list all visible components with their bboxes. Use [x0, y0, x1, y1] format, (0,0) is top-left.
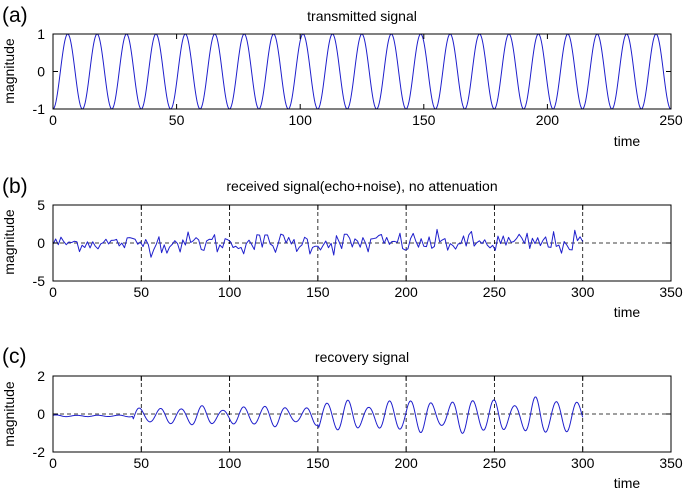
x-tick-label-350-b: 350 [659, 284, 683, 300]
chart-title-c: recovery signal [315, 349, 409, 365]
x-tick-label-200-a: 200 [536, 112, 560, 128]
x-tick-label-100-b: 100 [218, 284, 242, 300]
x-tick-label-50-b: 50 [133, 284, 149, 300]
panel-label-b: (b) [2, 175, 28, 198]
panel-label-c: (c) [2, 345, 27, 368]
chart-title-a: transmitted signal [307, 8, 417, 24]
x-tick-label-200-c: 200 [394, 455, 418, 471]
chart-title-b: received signal(echo+noise), no attenuat… [226, 178, 497, 194]
x-tick-label-300-c: 300 [571, 455, 595, 471]
series-line-0-b [52, 228, 584, 258]
x-tick-label-250-b: 250 [483, 284, 507, 300]
y-tick-label-0-b: 0 [37, 235, 45, 251]
series-line-0-a [52, 33, 672, 110]
series-line-0-c [52, 396, 584, 434]
x-tick-label-100-c: 100 [218, 455, 242, 471]
panel-a: (a) transmitted signal time magnitude 0 5… [1, 4, 683, 149]
y-tick-label--5-b: -5 [33, 273, 46, 289]
x-tick-label-150-a: 150 [412, 112, 436, 128]
y-tick-label-2-c: 2 [37, 368, 45, 384]
y-tick-label-1-a: 1 [37, 26, 45, 42]
x-tick-label-150-b: 150 [306, 284, 330, 300]
x-tick-label-100-a: 100 [289, 112, 313, 128]
x-axis-label-a: time [614, 133, 641, 149]
y-axis-label-c: magnitude [1, 381, 17, 447]
y-tick-label-0-a: 0 [37, 64, 45, 80]
panel-label-a: (a) [2, 4, 28, 27]
x-axis-label-c: time [614, 475, 641, 491]
x-tick-label-50-c: 50 [133, 455, 149, 471]
y-tick-label-5-b: 5 [37, 197, 45, 213]
x-tick-label-0-c: 0 [49, 455, 57, 471]
y-tick-label--2-c: -2 [33, 444, 46, 460]
x-tick-label-200-b: 200 [394, 284, 418, 300]
x-tick-label-0-b: 0 [49, 284, 57, 300]
x-tick-label-50-a: 50 [169, 112, 185, 128]
x-tick-label-150-c: 150 [306, 455, 330, 471]
x-tick-label-250-c: 250 [483, 455, 507, 471]
y-tick-label-0-c: 0 [37, 406, 45, 422]
x-tick-label-0-a: 0 [49, 112, 57, 128]
x-tick-label-300-b: 300 [571, 284, 595, 300]
panel-c: (c) recovery signal time magnitude 0 50 10… [1, 345, 683, 491]
y-axis-label-b: magnitude [1, 209, 17, 275]
panel-b: (b) received signal(echo+noise), no atte… [1, 175, 683, 320]
x-tick-label-250-a: 250 [659, 112, 683, 128]
x-tick-label-350-c: 350 [659, 455, 683, 471]
y-axis-label-a: magnitude [1, 38, 17, 104]
x-axis-label-b: time [614, 304, 641, 320]
y-tick-label--1-a: -1 [33, 101, 46, 117]
